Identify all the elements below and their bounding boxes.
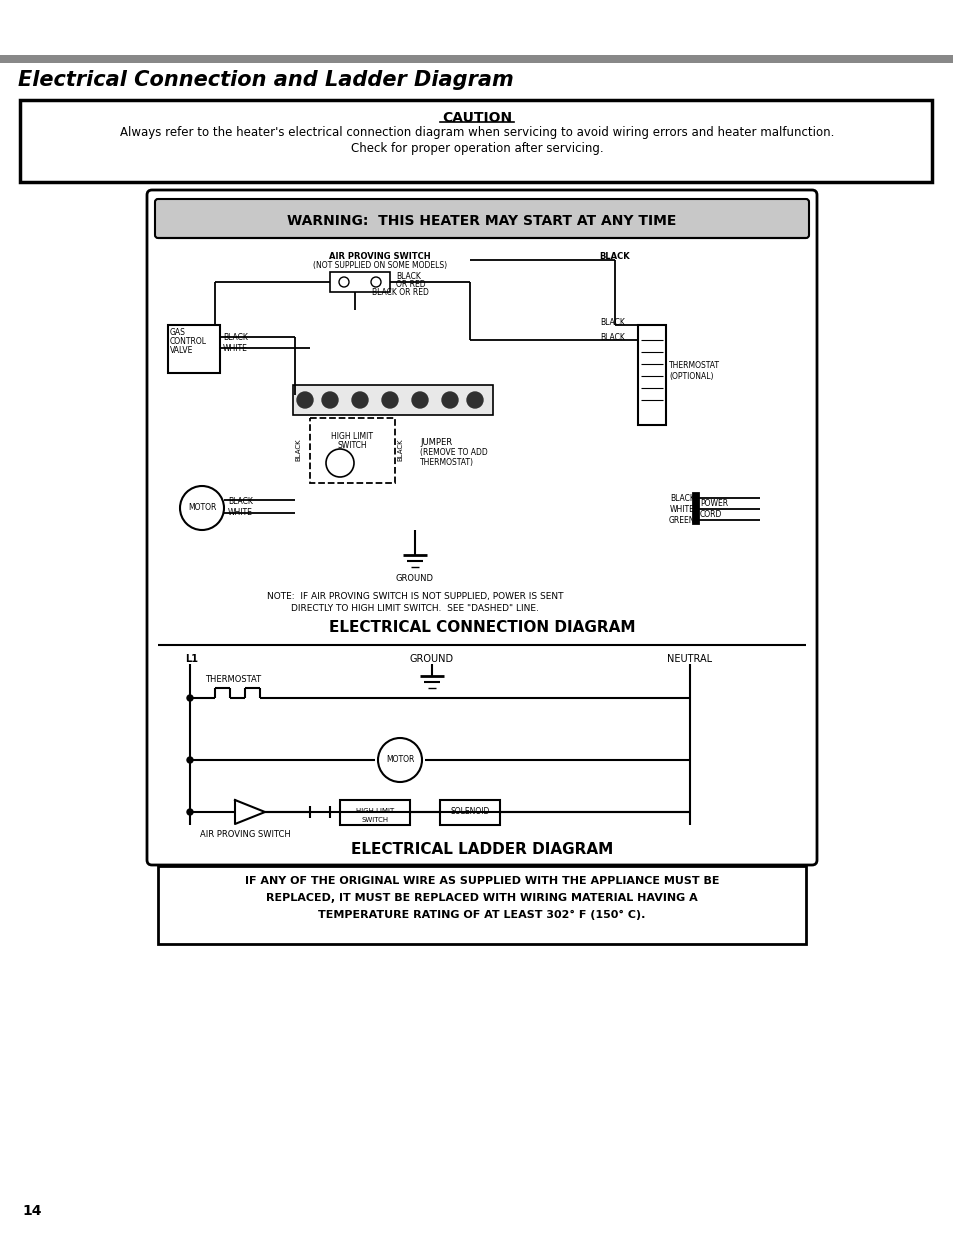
Text: GROUND: GROUND (395, 574, 434, 583)
Text: HIGH LIMIT: HIGH LIMIT (355, 808, 394, 814)
Circle shape (296, 391, 313, 408)
Text: REPLACED, IT MUST BE REPLACED WITH WIRING MATERIAL HAVING A: REPLACED, IT MUST BE REPLACED WITH WIRIN… (266, 893, 698, 903)
Text: BLACK: BLACK (396, 438, 402, 462)
Text: BLACK: BLACK (223, 333, 248, 342)
Text: WHITE: WHITE (223, 345, 248, 353)
Text: CORD: CORD (700, 510, 721, 519)
Text: BLACK: BLACK (228, 496, 253, 506)
Bar (339, 800, 410, 825)
Circle shape (352, 391, 368, 408)
Bar (20, 100, 931, 182)
Text: SWITCH: SWITCH (336, 441, 366, 450)
Bar (310, 417, 395, 483)
Text: GREEN: GREEN (668, 516, 695, 525)
Text: AIR PROVING SWITCH: AIR PROVING SWITCH (329, 252, 431, 261)
Text: Check for proper operation after servicing.: Check for proper operation after servici… (351, 142, 602, 156)
Bar (638, 325, 665, 425)
Text: HIGH LIMIT: HIGH LIMIT (331, 432, 373, 441)
Text: GROUND: GROUND (410, 655, 454, 664)
Circle shape (377, 739, 421, 782)
Circle shape (322, 391, 337, 408)
Bar (168, 325, 220, 373)
Bar (439, 800, 499, 825)
Circle shape (441, 391, 457, 408)
Text: DIRECTLY TO HIGH LIMIT SWITCH.  SEE "DASHED" LINE.: DIRECTLY TO HIGH LIMIT SWITCH. SEE "DASH… (291, 604, 538, 613)
Bar (293, 385, 493, 415)
Text: 14: 14 (22, 1204, 42, 1218)
Circle shape (412, 391, 428, 408)
Circle shape (338, 277, 349, 287)
Text: BLACK: BLACK (599, 333, 624, 342)
Circle shape (187, 695, 193, 701)
Text: CONTROL: CONTROL (170, 337, 207, 346)
Bar (158, 866, 805, 944)
Text: BLACK OR RED: BLACK OR RED (371, 288, 428, 296)
Text: WHITE: WHITE (669, 505, 695, 514)
Text: THERMOSTAT: THERMOSTAT (205, 676, 261, 684)
Text: Electrical Connection and Ladder Diagram: Electrical Connection and Ladder Diagram (18, 70, 514, 90)
Text: NEUTRAL: NEUTRAL (667, 655, 712, 664)
Text: THERMOSTAT: THERMOSTAT (668, 361, 720, 369)
Text: (OPTIONAL): (OPTIONAL) (668, 373, 713, 382)
Text: BLACK: BLACK (669, 494, 695, 503)
Text: MOTOR: MOTOR (188, 504, 216, 513)
Text: TEMPERATURE RATING OF AT LEAST 302° F (150° C).: TEMPERATURE RATING OF AT LEAST 302° F (1… (318, 910, 645, 920)
Bar (0, 56, 953, 63)
Text: VALVE: VALVE (170, 346, 193, 354)
Circle shape (180, 487, 224, 530)
Text: BLACK: BLACK (599, 252, 630, 261)
FancyBboxPatch shape (147, 190, 816, 864)
Circle shape (326, 450, 354, 477)
Text: AIR PROVING SWITCH: AIR PROVING SWITCH (199, 830, 290, 839)
Text: (REMOVE TO ADD: (REMOVE TO ADD (419, 448, 487, 457)
Text: JUMPER: JUMPER (419, 438, 452, 447)
Circle shape (371, 277, 380, 287)
Text: L1: L1 (185, 655, 198, 664)
Circle shape (467, 391, 482, 408)
Text: NOTE:  IF AIR PROVING SWITCH IS NOT SUPPLIED, POWER IS SENT: NOTE: IF AIR PROVING SWITCH IS NOT SUPPL… (267, 592, 562, 601)
Text: OR RED: OR RED (395, 280, 425, 289)
Text: CAUTION: CAUTION (441, 111, 512, 125)
FancyBboxPatch shape (154, 199, 808, 238)
Text: IF ANY OF THE ORIGINAL WIRE AS SUPPLIED WITH THE APPLIANCE MUST BE: IF ANY OF THE ORIGINAL WIRE AS SUPPLIED … (245, 876, 719, 885)
Bar (692, 493, 698, 522)
Text: Always refer to the heater's electrical connection diagram when servicing to avo: Always refer to the heater's electrical … (120, 126, 833, 140)
Text: WARNING:  THIS HEATER MAY START AT ANY TIME: WARNING: THIS HEATER MAY START AT ANY TI… (287, 214, 676, 228)
Text: GAS: GAS (170, 329, 186, 337)
Text: BLACK: BLACK (395, 272, 420, 282)
Text: ELECTRICAL CONNECTION DIAGRAM: ELECTRICAL CONNECTION DIAGRAM (329, 620, 635, 635)
Text: SOLENOID: SOLENOID (450, 808, 489, 816)
Text: ELECTRICAL LADDER DIAGRAM: ELECTRICAL LADDER DIAGRAM (351, 842, 613, 857)
Text: THERMOSTAT): THERMOSTAT) (419, 458, 474, 467)
Text: SWITCH: SWITCH (361, 818, 388, 823)
Text: POWER: POWER (700, 499, 727, 508)
Bar (330, 272, 390, 291)
Circle shape (381, 391, 397, 408)
Text: (NOT SUPPLIED ON SOME MODELS): (NOT SUPPLIED ON SOME MODELS) (313, 261, 447, 270)
Text: BLACK: BLACK (294, 438, 301, 462)
Circle shape (187, 809, 193, 815)
Text: MOTOR: MOTOR (385, 756, 414, 764)
Circle shape (187, 757, 193, 763)
Text: WHITE: WHITE (228, 508, 253, 517)
Text: BLACK: BLACK (599, 317, 624, 327)
